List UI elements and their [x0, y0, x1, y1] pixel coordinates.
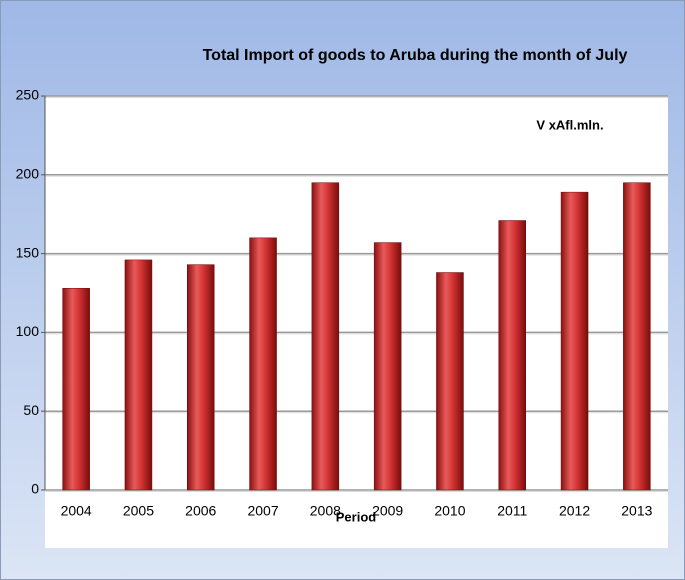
- x-tick-label: 2012: [559, 503, 590, 519]
- y-tick-label: 100: [16, 323, 40, 339]
- bar: [311, 182, 340, 491]
- x-tick-label: 2007: [247, 503, 278, 519]
- chart-title: Total Import of goods to Aruba during th…: [202, 47, 628, 64]
- x-tick-label: 2009: [372, 503, 403, 519]
- bar: [249, 237, 277, 491]
- bar: [373, 242, 402, 491]
- x-tick-label: 2011: [497, 503, 527, 519]
- bar: [623, 182, 651, 491]
- bar: [560, 191, 589, 491]
- y-tick-label: 50: [23, 402, 39, 418]
- x-tick-label: 2013: [621, 503, 652, 519]
- bar: [187, 264, 215, 491]
- y-tick-label: 0: [31, 481, 39, 497]
- y-tick-label: 200: [16, 166, 40, 182]
- bar: [124, 259, 153, 491]
- y-tick-label: 150: [16, 244, 40, 260]
- x-tick-label: 2010: [434, 503, 465, 519]
- bar: [498, 220, 526, 491]
- x-tick-label: 2004: [61, 503, 92, 519]
- x-tick-label: 2005: [123, 503, 154, 519]
- x-tick-label: 2008: [310, 503, 341, 519]
- bar: [436, 272, 464, 491]
- x-axis-label: Period: [336, 509, 377, 524]
- y-tick-label: 250: [16, 87, 40, 103]
- x-tick-label: 2006: [185, 503, 216, 519]
- bar: [62, 288, 90, 491]
- annotation: V xAfl.mln.: [536, 117, 603, 132]
